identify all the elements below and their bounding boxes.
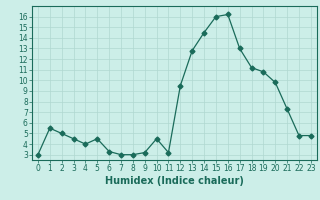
X-axis label: Humidex (Indice chaleur): Humidex (Indice chaleur) <box>105 176 244 186</box>
